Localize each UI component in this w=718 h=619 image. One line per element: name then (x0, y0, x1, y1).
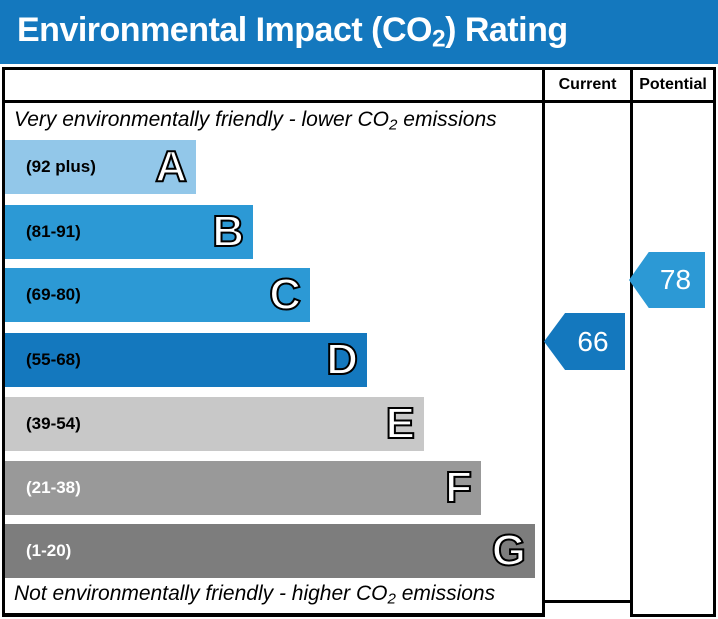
table-border-bottom-main (2, 613, 545, 617)
header-row-divider (2, 100, 716, 103)
table-border-bottom-current (542, 600, 633, 603)
caption-co2-subscript: 2 (387, 590, 396, 608)
current-column-divider (542, 67, 545, 617)
band-b-range: (81-91) (26, 222, 81, 241)
band-d-letter: D (325, 335, 359, 384)
chart-title-bar: Environmental Impact (CO2) Rating (0, 0, 718, 64)
band-g: (1-20) G (5, 524, 535, 578)
caption-co2-subscript: 2 (389, 116, 398, 134)
band-e-letter: E (385, 399, 416, 448)
band-d: (55-68) D (5, 333, 367, 387)
band-a: (92 plus) A (5, 140, 196, 194)
potential-rating-marker: 78 (629, 252, 705, 308)
current-rating-value: 66 (577, 325, 609, 357)
band-c-letter: C (268, 270, 302, 319)
potential-column-divider (630, 67, 633, 617)
page-title: Environmental Impact (CO2) Rating (17, 10, 568, 53)
bottom-caption: Not environmentally friendly - higher CO… (14, 582, 496, 608)
current-column-header: Current (558, 76, 617, 93)
band-c: (69-80) C (5, 268, 310, 322)
band-f-range: (21-38) (26, 478, 81, 497)
band-g-letter: G (491, 526, 527, 575)
band-d-range: (55-68) (26, 350, 81, 369)
table-border-top (2, 67, 716, 70)
table-border-bottom-potential (630, 614, 716, 617)
table-border-right (713, 67, 716, 617)
band-e-range: (39-54) (26, 414, 81, 433)
table-border-left (2, 67, 5, 617)
band-a-range: (92 plus) (26, 157, 96, 176)
band-a-letter: A (154, 142, 188, 191)
title-co2-subscript: 2 (431, 25, 446, 53)
band-f: (21-38) F (5, 461, 481, 515)
potential-rating-value: 78 (659, 264, 692, 295)
band-f-letter: F (444, 463, 473, 512)
potential-column-header: Potential (639, 76, 707, 93)
top-caption: Very environmentally friendly - lower CO… (14, 108, 497, 134)
band-e: (39-54) E (5, 397, 424, 451)
band-g-range: (1-20) (26, 541, 72, 560)
band-b: (81-91) B (5, 205, 253, 259)
band-b-letter: B (211, 207, 245, 256)
current-rating-marker: 66 (544, 313, 625, 370)
band-c-range: (69-80) (26, 285, 81, 304)
